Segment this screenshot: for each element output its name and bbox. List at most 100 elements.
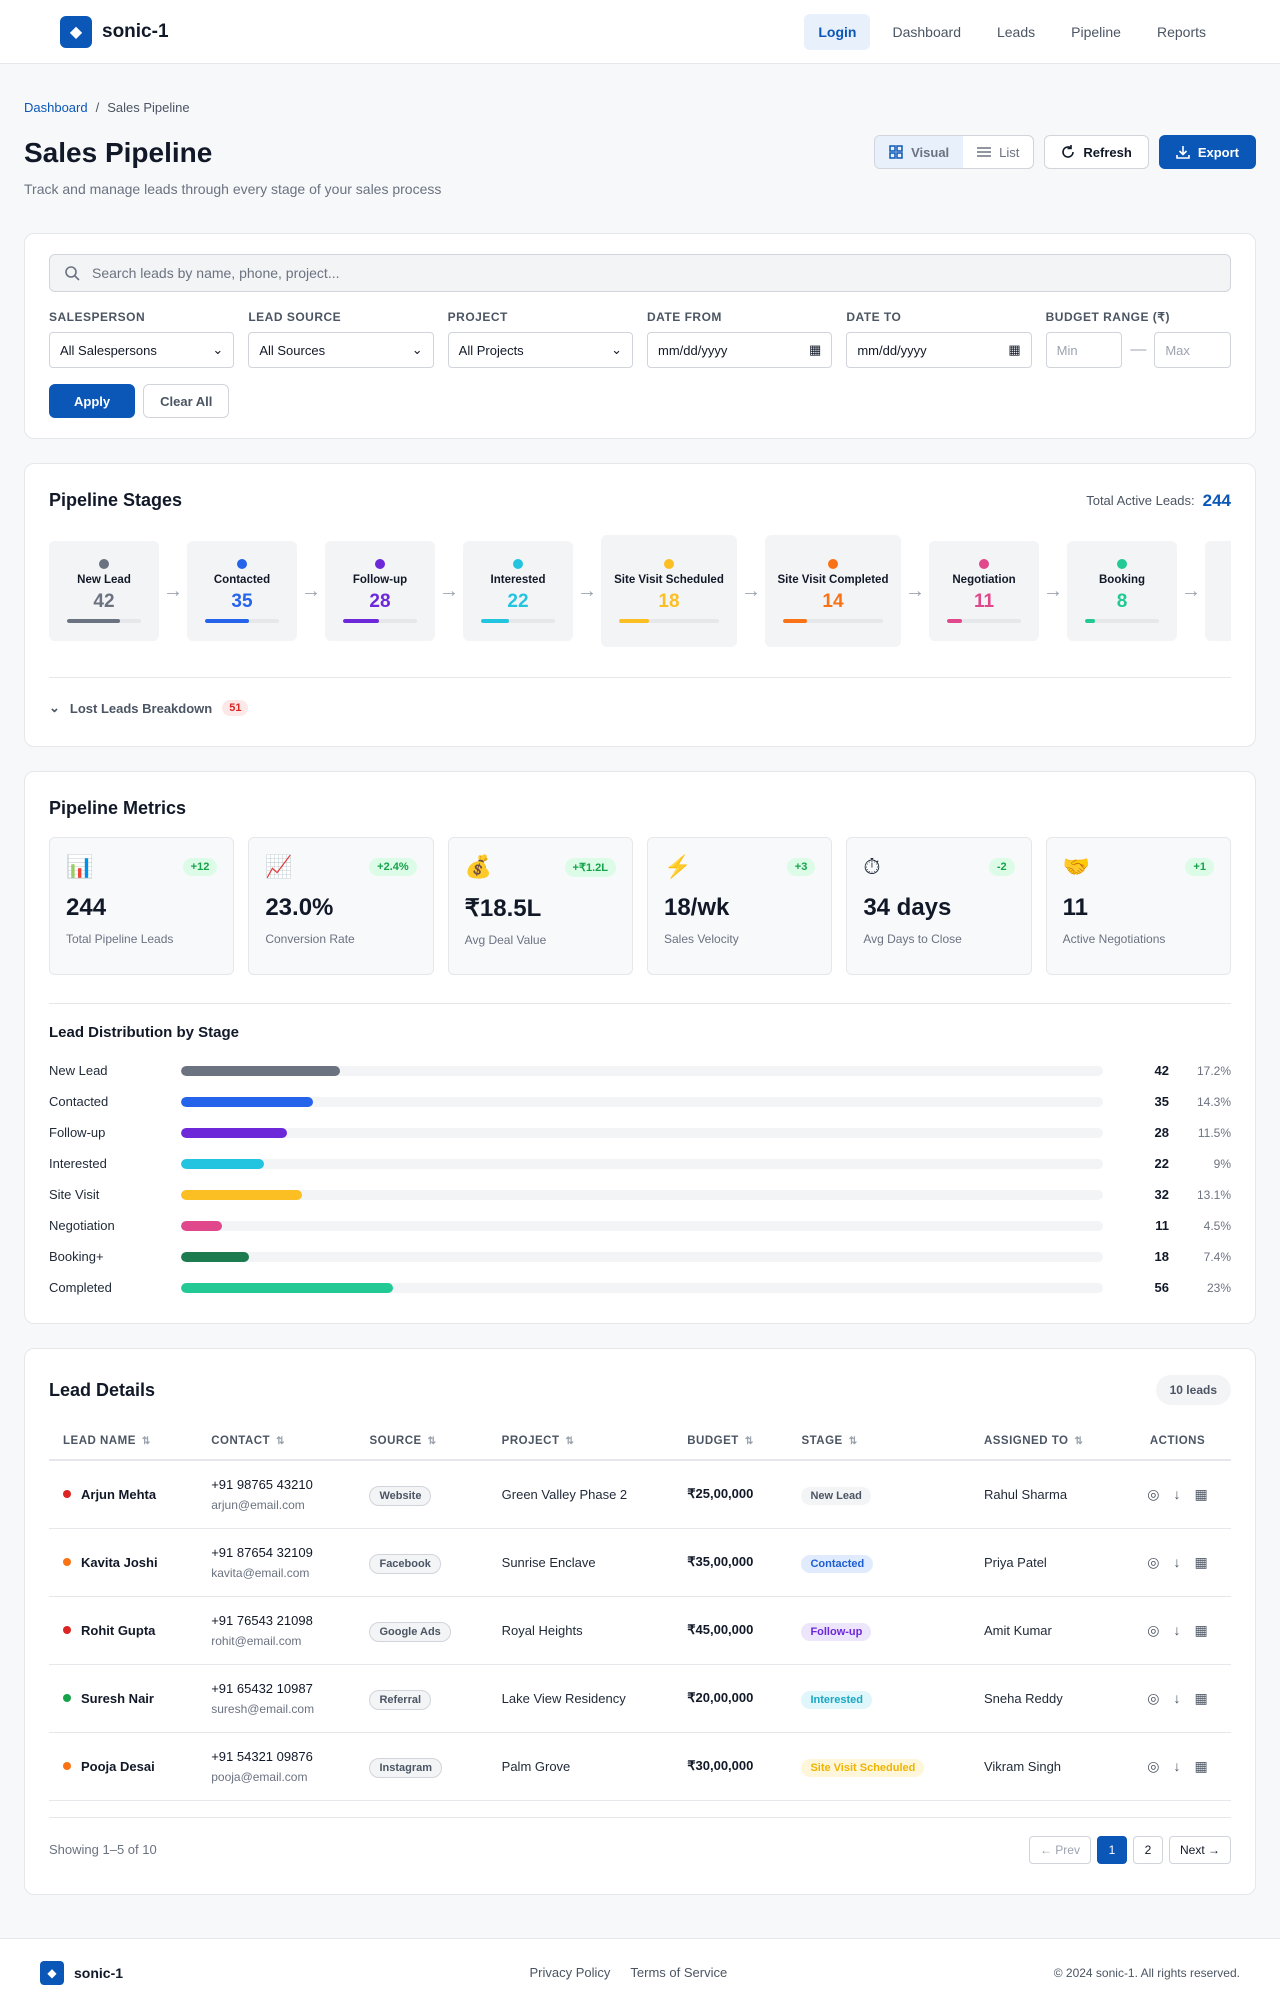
stage-card-partial[interactable] [1205, 541, 1231, 641]
project-cell: Sunrise Enclave [487, 1528, 674, 1597]
footer-links: Privacy Policy Terms of Service [530, 1965, 728, 1980]
nav-pipeline[interactable]: Pipeline [1071, 23, 1121, 40]
move-down-icon[interactable]: ↓ [1173, 1621, 1181, 1638]
divider [49, 1003, 1231, 1004]
column-header[interactable]: Source ⇅ [355, 1423, 488, 1461]
sort-icon[interactable]: ⇅ [848, 1436, 858, 1447]
privacy-policy-link[interactable]: Privacy Policy [529, 1965, 611, 1980]
refresh-button[interactable]: Refresh [1044, 135, 1149, 169]
source-select[interactable]: All Sources ⌄ [248, 332, 434, 368]
stage-card[interactable]: New Lead 42 [49, 541, 159, 641]
distribution-chart: New Lead 42 17.2% Contacted 35 14.3% Follow-up… [49, 1055, 1231, 1303]
stage-card[interactable]: Negotiation 11 [929, 541, 1039, 641]
column-header[interactable]: Project ⇅ [487, 1423, 674, 1461]
search-icon [65, 266, 80, 281]
view-icon[interactable]: ◎ [1147, 1485, 1160, 1502]
terms-link[interactable]: Terms of Service [630, 1965, 728, 1980]
filter-label: Date From [646, 310, 722, 324]
page-2-button[interactable]: 2 [1132, 1835, 1163, 1864]
distribution-count: 28 [1154, 1125, 1169, 1140]
next-page-button[interactable]: Next → [1168, 1835, 1231, 1864]
column-header[interactable]: Budget ⇅ [673, 1423, 788, 1461]
stage-card[interactable]: Contacted 35 [187, 541, 297, 641]
budget-min-input[interactable]: Min [1045, 332, 1123, 368]
calendar-icon[interactable]: ▦ [1194, 1621, 1208, 1638]
calendar-icon[interactable]: ▦ [1194, 1757, 1208, 1774]
stage-name: Interested [490, 574, 546, 586]
sort-icon[interactable]: ⇅ [565, 1436, 575, 1447]
stage-card[interactable]: Booking 8 [1067, 541, 1177, 641]
lead-name[interactable]: Pooja Desai [63, 1759, 183, 1774]
apply-button[interactable]: Apply [49, 384, 136, 418]
lead-name-text: Suresh Nair [81, 1690, 154, 1706]
view-list-button[interactable]: List [963, 136, 1033, 168]
top-navbar: ◆ sonic-1 Login Dashboard Leads Pipeline… [0, 0, 1280, 64]
filter-source: Lead Source All Sources ⌄ [248, 310, 434, 368]
metric-icon: ⚡ [663, 854, 692, 879]
prev-page-button[interactable]: ← Prev [1028, 1835, 1091, 1864]
budget-range: Min — Max [1045, 332, 1231, 368]
metric-label: Avg Deal Value [464, 933, 547, 947]
clear-all-button[interactable]: Clear All [143, 384, 230, 418]
view-icon[interactable]: ◎ [1147, 1689, 1160, 1706]
distribution-row: Contacted 35 14.3% [49, 1086, 1231, 1117]
stage-card[interactable]: Site Visit Completed 14 [765, 535, 901, 647]
date-from-input[interactable]: mm/dd/yyyy ▦ [646, 332, 833, 368]
footer-brand[interactable]: ◆ sonic-1 [40, 1960, 123, 1985]
stage-card[interactable]: Interested 22 [463, 541, 573, 641]
move-down-icon[interactable]: ↓ [1173, 1485, 1181, 1502]
search-input[interactable]: Search leads by name, phone, project... [49, 254, 1231, 292]
lead-name[interactable]: Arjun Mehta [63, 1487, 183, 1502]
breadcrumb-current: Sales Pipeline [107, 100, 190, 115]
sort-icon[interactable]: ⇅ [276, 1436, 285, 1447]
metric-value: 244 [66, 894, 107, 921]
calendar-icon[interactable]: ▦ [1194, 1553, 1208, 1570]
sort-icon[interactable]: ⇅ [1074, 1436, 1084, 1447]
lead-name[interactable]: Suresh Nair [63, 1691, 183, 1706]
breadcrumb-dashboard[interactable]: Dashboard [24, 100, 88, 115]
move-down-icon[interactable]: ↓ [1173, 1553, 1181, 1570]
nav-reports[interactable]: Reports [1156, 23, 1206, 40]
brand[interactable]: ◆ sonic-1 [60, 15, 169, 48]
row-actions: ◎ ↓ ▦ [1138, 1758, 1217, 1775]
calendar-icon[interactable]: ▦ [1194, 1485, 1208, 1502]
calendar-icon[interactable]: ▦ [1194, 1689, 1208, 1706]
filters-card: Search leads by name, phone, project... … [24, 233, 1256, 439]
salesperson-select[interactable]: All Salespersons ⌄ [49, 332, 235, 368]
pipeline-metrics-card: Pipeline Metrics 📊 +12 244 Total Pipeline L… [24, 771, 1256, 1324]
nav-leads[interactable]: Leads [996, 23, 1036, 40]
budget-max-input[interactable]: Max [1154, 332, 1231, 368]
distribution-bar-track [181, 1096, 1103, 1107]
move-down-icon[interactable]: ↓ [1173, 1689, 1181, 1706]
view-icon[interactable]: ◎ [1147, 1553, 1160, 1570]
lead-name[interactable]: Rohit Gupta [63, 1623, 183, 1638]
stage-card[interactable]: Site Visit Scheduled 18 [601, 535, 737, 647]
lead-name[interactable]: Kavita Joshi [63, 1555, 183, 1570]
nav-dashboard[interactable]: Dashboard [892, 23, 961, 40]
date-to-input[interactable]: mm/dd/yyyy ▦ [846, 332, 1032, 368]
stage-card[interactable]: Follow-up 28 [325, 541, 435, 641]
stage-cell: New Lead [787, 1460, 970, 1529]
table-body: Arjun Mehta +91 98765 43210 arjun@email.co… [49, 1460, 1231, 1801]
row-actions: ◎ ↓ ▦ [1138, 1690, 1217, 1707]
distribution-count: 35 [1154, 1094, 1169, 1109]
view-icon[interactable]: ◎ [1147, 1757, 1160, 1774]
column-header[interactable]: Contact ⇅ [197, 1423, 356, 1461]
column-header[interactable]: Assigned To ⇅ [969, 1423, 1125, 1461]
export-button[interactable]: Export [1158, 135, 1256, 169]
sort-icon[interactable]: ⇅ [744, 1436, 754, 1447]
lost-leads-toggle[interactable]: ⌄ Lost Leads Breakdown 51 [49, 700, 1231, 716]
column-header[interactable]: Lead Name ⇅ [49, 1423, 198, 1461]
column-header[interactable]: Stage ⇅ [787, 1423, 970, 1461]
project-cell: Green Valley Phase 2 [487, 1460, 674, 1529]
nav-login[interactable]: Login [804, 13, 871, 50]
move-down-icon[interactable]: ↓ [1173, 1757, 1181, 1774]
page-1-button[interactable]: 1 [1096, 1835, 1127, 1864]
view-visual-button[interactable]: Visual [875, 136, 964, 168]
view-icon[interactable]: ◎ [1147, 1621, 1160, 1638]
arrow-right-icon: → [577, 579, 597, 602]
sort-icon[interactable]: ⇅ [427, 1436, 437, 1447]
project-select[interactable]: All Projects ⌄ [447, 332, 633, 368]
sort-icon[interactable]: ⇅ [141, 1436, 151, 1447]
distribution-stage-name: Booking+ [49, 1249, 104, 1264]
